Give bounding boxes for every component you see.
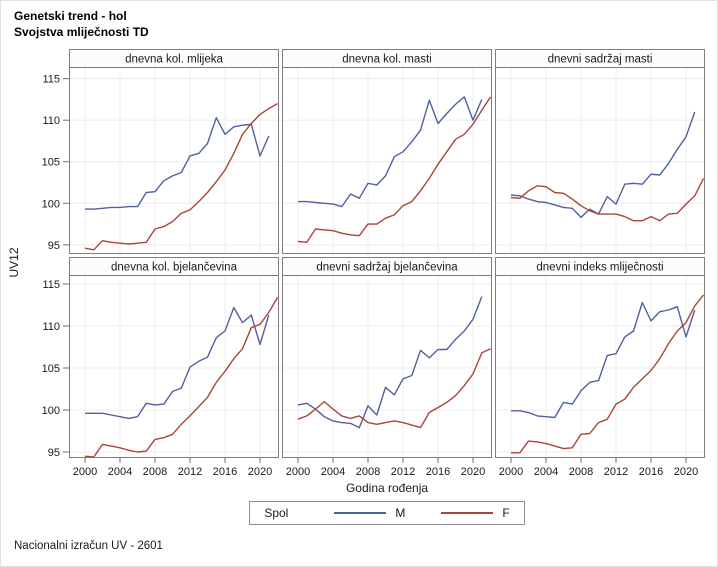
series-F [511, 294, 705, 454]
x-tick-label: 2012 [178, 466, 202, 478]
panel-title: dnevna kol. bjelančevina [111, 262, 238, 274]
series-M [85, 306, 270, 420]
panel-title: dnevni sadržaj masti [548, 54, 653, 66]
x-tick-label: 2020 [674, 466, 698, 478]
panel-title: dnevni indeks mliječnosti [536, 262, 663, 274]
y-tick-label: 100 [42, 405, 60, 417]
y-tick-label: 115 [42, 279, 60, 291]
x-tick-label: 2008 [356, 466, 380, 478]
series-M [510, 111, 696, 219]
x-tick-label: 2016 [213, 466, 237, 478]
panel-bg [282, 275, 492, 458]
series-F [84, 102, 278, 251]
x-tick-label: 2000 [73, 466, 97, 478]
x-tick-label: 2020 [248, 466, 272, 478]
x-tick-label: 2008 [143, 466, 167, 478]
panel-4: dnevna kol. bjelančevina 2000 2004 2008 2012… [69, 257, 279, 478]
panel-grid: dnevna kol. mlijeka dnevna kol. masti dnev… [1, 43, 717, 481]
y-tick-label: 95 [48, 240, 60, 252]
legend: Spol M F [249, 501, 525, 525]
title-line-1: Genetski trend - hol [14, 9, 127, 23]
y-axis-label: UV12 [7, 247, 21, 277]
panel-title: dnevna kol. masti [342, 54, 432, 66]
x-tick-label: 2004 [534, 466, 558, 478]
x-tick-label: 2004 [108, 466, 132, 478]
x-axis-label-row: Godina rođenja [1, 481, 717, 495]
y-tick-label: 115 [42, 74, 60, 86]
panel-bg [495, 67, 705, 254]
y-tick-label: 100 [42, 198, 60, 210]
y-tick-label: 105 [42, 363, 60, 375]
x-tick-label: 2012 [604, 466, 628, 478]
x-tick-label: 2020 [461, 466, 485, 478]
y-tick-label: 110 [42, 321, 60, 333]
x-axis-label: Godina rođenja [345, 481, 429, 495]
legend-item-f: F [441, 506, 510, 520]
panel-border [69, 275, 279, 458]
y-tick-label: 110 [42, 115, 60, 127]
panel-bg [282, 67, 492, 254]
series-M [85, 116, 270, 210]
x-tick-label: 2000 [286, 466, 310, 478]
panel-grid-svg: dnevna kol. mlijeka dnevna kol. masti dnev… [7, 49, 705, 478]
x-tick-label: 2008 [569, 466, 593, 478]
panel-bg [69, 67, 279, 254]
x-tick-label: 2004 [321, 466, 345, 478]
series-F [297, 348, 491, 429]
legend-row: Spol M F [1, 501, 717, 525]
panel-border [69, 67, 279, 254]
series-F [84, 297, 279, 458]
legend-item-m: M [334, 506, 405, 520]
y-tick-label: 105 [42, 157, 60, 169]
panel-6: dnevni indeks mliječnosti 2000 2004 2008 201… [495, 257, 705, 478]
x-tick-label: 2016 [426, 466, 450, 478]
legend-label-f: F [502, 506, 510, 520]
panel-border [495, 275, 705, 458]
series-M [298, 96, 483, 208]
panel-title: dnevna kol. mlijeka [125, 54, 223, 66]
legend-line-sample-f [441, 512, 494, 514]
panel-border [282, 67, 492, 254]
y-tick-label: 95 [48, 447, 60, 459]
x-tick-label: 2016 [639, 466, 663, 478]
footnote: Nacionalni izračun UV - 2601 [14, 540, 163, 552]
x-tick-label: 2012 [391, 466, 415, 478]
panel-3: dnevni sadržaj masti [495, 49, 705, 254]
panel-5: dnevni sadržaj bjelančevina 2000 2004 2008 2… [282, 257, 492, 478]
x-tick-label: 2000 [499, 466, 523, 478]
title-line-2: Svojstva mliječnosti TD [14, 25, 149, 39]
panel-2: dnevna kol. masti [282, 49, 492, 254]
panel-bg [495, 275, 705, 458]
title-block: Genetski trend - hol Svojstva mliječnost… [1, 1, 717, 40]
legend-line-sample-m [334, 512, 387, 514]
panel-1: dnevna kol. mlijeka [69, 49, 279, 254]
legend-title: Spol [264, 506, 289, 520]
panel-border [282, 275, 492, 458]
series-M [511, 301, 696, 419]
series-F [510, 178, 705, 222]
panel-bg [69, 275, 279, 458]
legend-label-m: M [395, 506, 406, 520]
series-M [297, 296, 483, 429]
panel-title: dnevni sadržaj bjelančevina [316, 262, 458, 274]
panel-border [495, 67, 705, 254]
series-F [297, 96, 492, 244]
